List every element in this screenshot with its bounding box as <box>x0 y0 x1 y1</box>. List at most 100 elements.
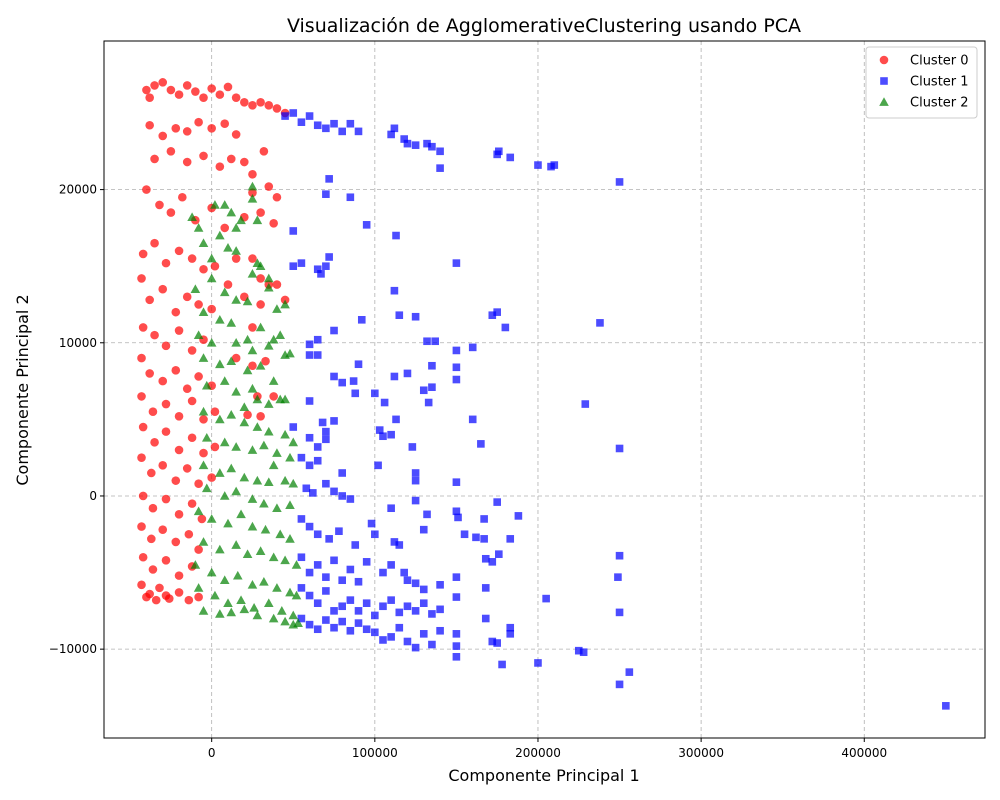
cluster-0-point <box>158 525 168 534</box>
legend-marker-cluster-0 <box>879 55 889 65</box>
cluster-2-point <box>236 595 246 604</box>
cluster-1-point <box>419 386 428 395</box>
cluster-1-point <box>354 360 363 369</box>
cluster-0-point <box>231 93 241 102</box>
cluster-2-point <box>226 409 237 419</box>
cluster-2-point <box>293 618 303 627</box>
cluster-1-point <box>297 553 306 562</box>
cluster-0-point <box>272 192 282 202</box>
cluster-0-point <box>248 101 257 110</box>
cluster-1-point <box>330 607 338 615</box>
cluster-0-point <box>259 146 269 156</box>
cluster-2-point <box>268 552 279 562</box>
cluster-1-point <box>338 469 346 477</box>
cluster-2-point <box>198 238 209 248</box>
cluster-1-point <box>411 476 420 485</box>
cluster-0-point <box>182 127 192 136</box>
cluster-0-point <box>187 433 197 443</box>
cluster-2-point <box>193 330 204 339</box>
cluster-1-point <box>305 112 314 120</box>
cluster-1-point <box>480 535 488 543</box>
cluster-1-point <box>550 161 559 169</box>
cluster-2-point <box>285 348 295 358</box>
cluster-1-point <box>488 637 497 646</box>
cluster-0-point <box>174 571 184 580</box>
cluster-1-point <box>305 620 314 629</box>
cluster-1-point <box>367 519 376 528</box>
cluster-0-point <box>161 399 171 409</box>
cluster-2-point <box>215 544 225 554</box>
cluster-1-point <box>403 139 412 148</box>
cluster-2-point <box>219 376 230 385</box>
cluster-0-point <box>161 591 171 600</box>
cluster-1-point <box>390 124 399 133</box>
cluster-2-point <box>215 359 225 369</box>
cluster-1-point <box>346 565 355 574</box>
cluster-0-point <box>223 82 233 92</box>
cluster-2-point <box>226 356 237 366</box>
cluster-0-point <box>171 366 181 375</box>
cluster-1-point <box>375 426 384 434</box>
cluster-1-point <box>452 630 461 638</box>
cluster-0-point <box>137 392 146 401</box>
cluster-1-point <box>330 372 338 381</box>
cluster-0-point <box>182 292 192 302</box>
cluster-2-point <box>268 613 279 623</box>
cluster-0-point <box>261 356 270 366</box>
cluster-0-point <box>194 592 203 602</box>
cluster-2-point <box>259 440 269 450</box>
cluster-1-point <box>305 461 314 470</box>
cluster-1-point <box>313 625 322 634</box>
cluster-2-point <box>193 506 204 516</box>
cluster-0-point <box>182 464 192 473</box>
cluster-2-point <box>247 345 258 355</box>
cluster-1-point <box>371 611 379 620</box>
cluster-2-point <box>210 590 220 600</box>
legend: Cluster 0 Cluster 1 Cluster 2 <box>865 46 978 119</box>
cluster-1-point <box>330 487 338 496</box>
cluster-0-point <box>231 353 241 363</box>
cluster-2-point <box>263 341 274 350</box>
cluster-0-point <box>187 396 197 406</box>
cluster-1-point <box>403 576 412 585</box>
cluster-1-point <box>289 423 298 431</box>
cluster-2-point <box>210 200 220 209</box>
cluster-1-point <box>424 398 433 407</box>
cluster-2-point <box>226 318 237 327</box>
y-tick-label: 0 <box>89 489 97 503</box>
cluster-0-point <box>184 529 194 539</box>
cluster-1-point <box>395 608 404 617</box>
cluster-0-point <box>171 476 181 485</box>
cluster-2-point <box>206 253 217 263</box>
cluster-1-point <box>354 127 363 136</box>
cluster-1-point <box>468 415 477 424</box>
cluster-0-point <box>138 323 148 332</box>
cluster-1-point <box>542 594 550 603</box>
cluster-1-point <box>493 639 501 647</box>
cluster-0-point <box>171 537 181 547</box>
cluster-1-point <box>330 417 338 425</box>
cluster-2-point <box>201 483 212 493</box>
cluster-1-point <box>495 550 503 558</box>
cluster-1-point <box>408 443 417 451</box>
cluster-2-point <box>247 494 258 503</box>
cluster-0-point <box>207 473 216 482</box>
cluster-1-point <box>305 568 314 577</box>
cluster-2-point <box>198 460 209 470</box>
cluster-1-point <box>362 558 371 566</box>
cluster-1-point <box>942 702 950 710</box>
cluster-1-point <box>325 535 333 543</box>
cluster-0-point <box>171 307 181 317</box>
cluster-2-point <box>285 534 295 543</box>
cluster-2-point <box>231 223 241 232</box>
x-tick-label: 0 <box>208 746 216 760</box>
cluster-1-point <box>338 617 346 626</box>
cluster-2-point <box>252 215 263 225</box>
cluster-0-point <box>248 361 257 371</box>
cluster-0-point <box>187 499 197 508</box>
chart-title: Visualización de AgglomerativeClustering… <box>287 15 801 37</box>
cluster-1-point <box>419 630 428 638</box>
cluster-2-point <box>285 500 295 509</box>
cluster-0-point <box>194 117 203 127</box>
